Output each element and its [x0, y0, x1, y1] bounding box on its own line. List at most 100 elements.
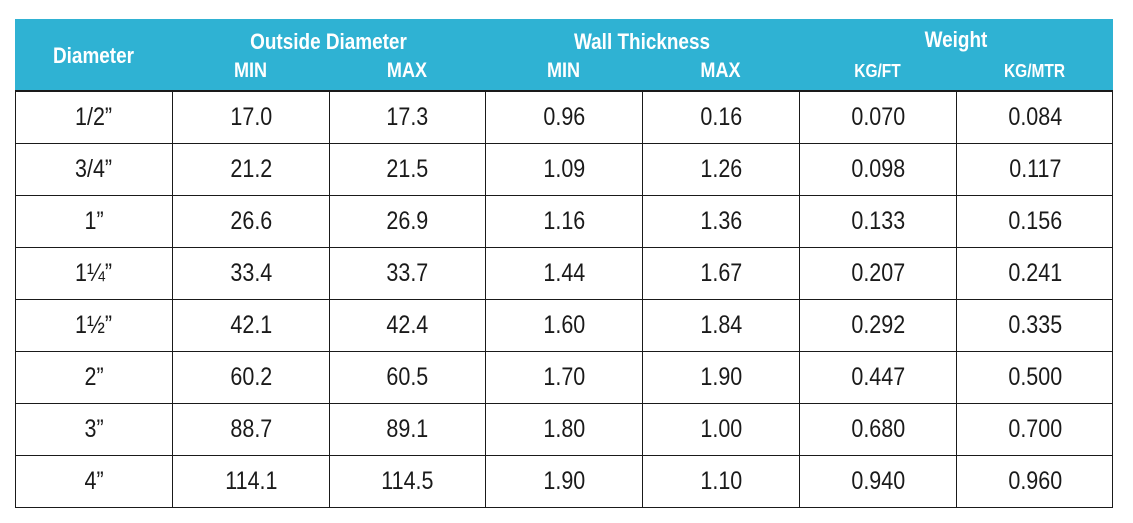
wall-thickness-max-cell-value: 1.10 [700, 467, 742, 495]
table-row: 3/4” 21.2 21.5 1.09 1.26 0.098 0.117 [16, 144, 1112, 196]
header-outside-diameter: Outside Diameter [250, 29, 407, 54]
wall-thickness-min-cell-value: 1.16 [543, 207, 585, 235]
diameter-cell-value: 1/2” [75, 103, 113, 131]
header-wall-thickness: Wall Thickness [574, 29, 710, 54]
wall-thickness-max-cell-value: 1.67 [700, 259, 742, 287]
weight-kg-mtr-cell: 0.700 [957, 404, 1114, 455]
weight-kg-ft-cell: 0.292 [800, 300, 957, 351]
wall-thickness-max-cell: 1.36 [643, 196, 800, 247]
wall-thickness-min-cell-value: 1.90 [543, 467, 585, 495]
outside-diameter-max-cell-value: 42.4 [386, 311, 429, 339]
pipe-specification-table: Diameter Outside Diameter MIN MAX Wall T… [15, 19, 1113, 511]
weight-kg-mtr-cell: 0.084 [957, 92, 1114, 143]
weight-kg-mtr-cell: 0.156 [957, 196, 1114, 247]
wall-thickness-max-cell-value: 1.36 [700, 207, 742, 235]
wall-thickness-min-cell: 1.60 [486, 300, 643, 351]
outside-diameter-min-cell-value: 17.0 [230, 103, 272, 131]
weight-kg-ft-cell: 0.098 [800, 144, 957, 195]
wall-thickness-min-cell: 1.16 [486, 196, 643, 247]
outside-diameter-max-cell-value: 33.7 [386, 259, 429, 287]
diameter-cell: 1½” [16, 300, 173, 351]
table-row: 4” 114.1 114.5 1.90 1.10 0.940 0.960 [16, 456, 1112, 508]
header-od-min: MIN [233, 59, 268, 82]
wall-thickness-max-cell-value: 1.84 [700, 311, 742, 339]
weight-kg-mtr-cell: 0.117 [957, 144, 1114, 195]
outside-diameter-max-cell: 114.5 [330, 456, 486, 507]
header-wt-max: MAX [700, 59, 741, 82]
wall-thickness-max-cell: 1.00 [643, 404, 800, 455]
table-header: Diameter Outside Diameter MIN MAX Wall T… [15, 19, 1113, 92]
wall-thickness-max-cell-value: 1.26 [700, 155, 742, 183]
diameter-cell-value: 4” [84, 467, 104, 495]
diameter-cell-value: 1” [84, 207, 104, 235]
weight-kg-ft-cell-value: 0.070 [851, 103, 905, 131]
table-row: 2” 60.2 60.5 1.70 1.90 0.447 0.500 [16, 352, 1112, 404]
diameter-cell: 1” [16, 196, 173, 247]
header-kg-ft: KG/FT [854, 61, 901, 81]
weight-kg-ft-cell-value: 0.940 [851, 467, 905, 495]
wall-thickness-max-cell-value: 0.16 [700, 103, 742, 131]
weight-kg-mtr-cell-value: 0.117 [1009, 155, 1062, 183]
outside-diameter-max-cell: 89.1 [330, 404, 486, 455]
wall-thickness-min-cell-value: 1.70 [543, 363, 585, 391]
outside-diameter-min-cell-value: 60.2 [230, 363, 272, 391]
outside-diameter-min-cell-value: 26.6 [230, 207, 272, 235]
outside-diameter-max-cell: 26.9 [330, 196, 486, 247]
weight-kg-ft-cell-value: 0.098 [851, 155, 905, 183]
outside-diameter-max-cell: 42.4 [330, 300, 486, 351]
wall-thickness-max-cell: 0.16 [643, 92, 800, 143]
wall-thickness-min-cell-value: 1.80 [543, 415, 585, 443]
wall-thickness-min-cell: 1.70 [486, 352, 643, 403]
outside-diameter-max-cell: 33.7 [330, 248, 486, 299]
weight-kg-ft-cell-value: 0.447 [851, 363, 905, 391]
weight-kg-mtr-cell-value: 0.700 [1008, 415, 1063, 443]
wall-thickness-max-cell-value: 1.00 [700, 415, 742, 443]
header-wt-min: MIN [546, 59, 581, 82]
weight-kg-mtr-cell-value: 0.500 [1008, 363, 1063, 391]
outside-diameter-max-cell: 17.3 [330, 92, 486, 143]
wall-thickness-max-cell: 1.84 [643, 300, 800, 351]
outside-diameter-min-cell-value: 21.2 [230, 155, 272, 183]
weight-kg-ft-cell-value: 0.680 [851, 415, 905, 443]
header-kg-mtr: KG/MTR [1003, 61, 1066, 81]
weight-kg-mtr-cell-value: 0.084 [1008, 103, 1063, 131]
header-od-max: MAX [386, 59, 428, 82]
table-row: 1½” 42.1 42.4 1.60 1.84 0.292 0.335 [16, 300, 1112, 352]
wall-thickness-min-cell: 1.80 [486, 404, 643, 455]
wall-thickness-min-cell: 1.09 [486, 144, 643, 195]
weight-kg-ft-cell: 0.680 [800, 404, 957, 455]
outside-diameter-max-cell-value: 114.5 [381, 467, 434, 495]
diameter-cell: 4” [16, 456, 173, 507]
weight-kg-ft-cell-value: 0.133 [851, 207, 905, 235]
weight-kg-mtr-cell: 0.500 [957, 352, 1114, 403]
outside-diameter-min-cell-value: 42.1 [230, 311, 272, 339]
outside-diameter-min-cell: 33.4 [173, 248, 330, 299]
outside-diameter-min-cell: 42.1 [173, 300, 330, 351]
wall-thickness-max-cell: 1.10 [643, 456, 800, 507]
wall-thickness-min-cell-value: 1.60 [543, 311, 585, 339]
outside-diameter-max-cell: 60.5 [330, 352, 486, 403]
outside-diameter-min-cell-value: 33.4 [230, 259, 272, 287]
weight-kg-mtr-cell-value: 0.335 [1008, 311, 1063, 339]
wall-thickness-min-cell: 1.44 [486, 248, 643, 299]
diameter-cell-value: 1½” [75, 311, 113, 339]
diameter-cell-value: 3” [84, 415, 104, 443]
header-weight: Weight [924, 27, 988, 52]
diameter-cell: 1/2” [16, 92, 173, 143]
wall-thickness-max-cell: 1.90 [643, 352, 800, 403]
table-row: 1” 26.6 26.9 1.16 1.36 0.133 0.156 [16, 196, 1112, 248]
table-row: 3” 88.7 89.1 1.80 1.00 0.680 0.700 [16, 404, 1112, 456]
weight-kg-mtr-cell-value: 0.156 [1008, 207, 1063, 235]
diameter-cell: 1¼” [16, 248, 173, 299]
wall-thickness-min-cell: 0.96 [486, 92, 643, 143]
outside-diameter-max-cell-value: 60.5 [386, 363, 429, 391]
wall-thickness-min-cell-value: 1.44 [543, 259, 585, 287]
outside-diameter-max-cell-value: 17.3 [386, 103, 429, 131]
outside-diameter-min-cell: 60.2 [173, 352, 330, 403]
outside-diameter-min-cell: 114.1 [173, 456, 330, 507]
wall-thickness-max-cell: 1.67 [643, 248, 800, 299]
diameter-cell: 2” [16, 352, 173, 403]
diameter-cell-value: 1¼” [75, 259, 113, 287]
weight-kg-ft-cell: 0.207 [800, 248, 957, 299]
header-diameter: Diameter [53, 43, 134, 68]
